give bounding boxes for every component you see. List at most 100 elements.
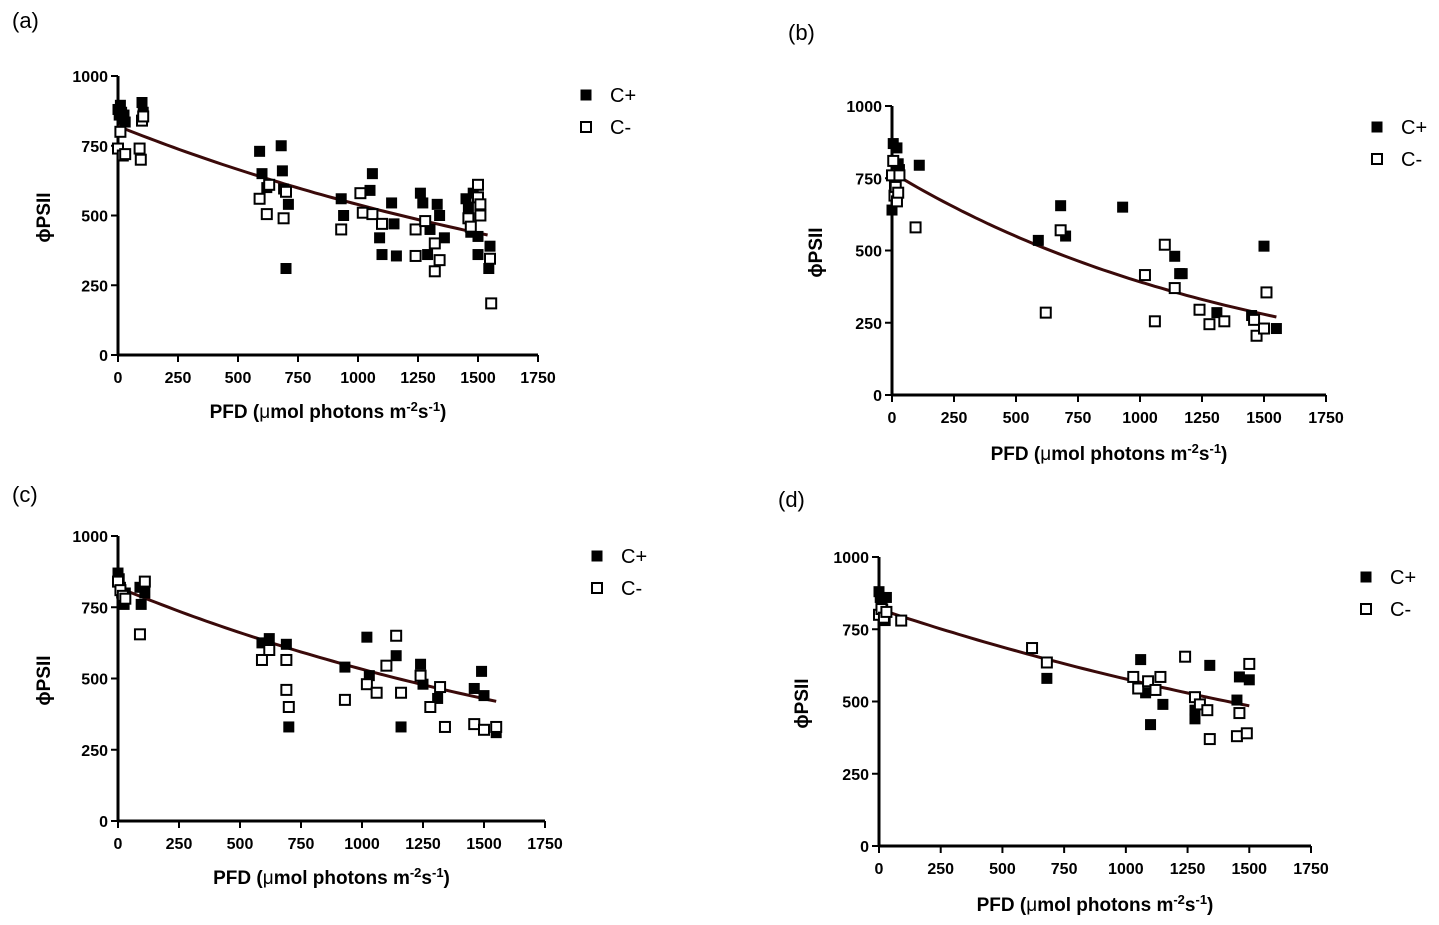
point-c-plus	[282, 198, 294, 210]
legend-marker-c-plus	[580, 89, 592, 101]
point-c-plus	[415, 658, 427, 670]
x-tick-label: 1000	[344, 836, 380, 853]
point-c-plus	[476, 665, 488, 677]
point-c-plus	[1204, 659, 1216, 671]
point-c-minus	[260, 208, 273, 221]
point-c-minus	[428, 237, 441, 250]
point-c-plus	[478, 690, 490, 702]
y-tick-label: 750	[855, 171, 882, 188]
panel-label-c: (c)	[12, 482, 38, 507]
point-c-minus	[119, 148, 132, 161]
x-tick-label: 1750	[1308, 410, 1344, 427]
x-tick-label: 750	[1065, 410, 1092, 427]
point-c-minus	[1138, 269, 1151, 282]
point-c-minus	[909, 221, 922, 234]
point-c-plus	[374, 232, 386, 244]
point-c-minus	[434, 681, 447, 694]
point-c-plus	[388, 218, 400, 230]
x-tick-label: 1250	[400, 370, 436, 387]
legend-marker-c-plus	[1371, 121, 1383, 133]
point-c-plus	[422, 249, 434, 261]
point-c-plus	[472, 249, 484, 261]
point-c-minus	[1193, 303, 1206, 316]
point-c-plus	[139, 587, 151, 599]
x-tick-label: 500	[989, 861, 1016, 878]
point-c-minus	[472, 178, 484, 191]
point-c-plus	[1055, 200, 1067, 212]
legend-marker-c-plus	[1360, 571, 1372, 583]
legend-marker-c-minus	[1360, 603, 1372, 615]
x-tick-label: 1500	[460, 370, 496, 387]
x-tick-label: 250	[166, 836, 193, 853]
point-c-plus	[390, 250, 402, 262]
legend-label: C-	[1390, 599, 1411, 621]
point-c-plus	[135, 598, 147, 610]
point-c-minus	[1040, 656, 1053, 669]
y-tick-label: 250	[81, 743, 108, 760]
x-tick-label: 250	[927, 861, 954, 878]
legend-label: C+	[621, 546, 647, 568]
x-tick-label: 1250	[405, 836, 441, 853]
x-tick-label: 750	[285, 370, 312, 387]
point-c-minus	[395, 686, 408, 699]
point-c-plus	[366, 168, 378, 180]
point-c-plus	[1032, 234, 1044, 246]
point-c-plus	[361, 631, 373, 643]
point-c-minus	[464, 220, 477, 233]
point-c-minus	[1258, 322, 1270, 335]
point-c-minus	[1243, 657, 1256, 670]
legend-label: C+	[610, 85, 636, 107]
x-tick-label: 1750	[520, 370, 556, 387]
x-tick-label: 0	[114, 836, 123, 853]
point-c-minus	[380, 659, 393, 672]
x-tick-label: 250	[165, 370, 192, 387]
point-c-plus	[1135, 654, 1147, 666]
y-tick-label: 250	[81, 278, 108, 295]
point-c-minus	[1168, 282, 1181, 295]
point-c-minus	[1148, 315, 1161, 328]
point-c-minus	[366, 208, 379, 221]
point-c-plus	[1270, 323, 1282, 335]
panel-label-b: (b)	[788, 20, 815, 45]
x-axis-label: PFD (μmol photons m-2s-1)	[210, 399, 447, 424]
legend-marker-c-plus	[591, 550, 603, 562]
point-c-plus	[339, 661, 351, 673]
x-tick-label: 1750	[1293, 861, 1329, 878]
x-tick-label: 1000	[340, 370, 376, 387]
point-c-minus	[1132, 682, 1145, 695]
y-tick-label: 750	[842, 622, 869, 639]
y-tick-label: 250	[855, 316, 882, 333]
point-c-minus	[1039, 306, 1052, 319]
point-c-plus	[1258, 240, 1270, 252]
point-c-minus	[280, 653, 293, 666]
point-c-minus	[1218, 315, 1231, 328]
point-c-plus	[1145, 719, 1157, 731]
y-axis-label: ϕPSII	[806, 227, 827, 277]
point-c-minus	[438, 720, 451, 733]
x-axis-label: PFD (μmol photons m-2s-1)	[213, 865, 450, 890]
point-c-plus	[431, 198, 443, 210]
point-c-minus	[893, 169, 906, 182]
y-axis-label: ϕPSII	[34, 655, 55, 705]
point-c-minus	[133, 628, 146, 641]
point-c-plus	[417, 197, 429, 209]
y-tick-label: 500	[81, 672, 108, 689]
point-c-plus	[1117, 201, 1129, 213]
y-tick-label: 0	[99, 348, 108, 365]
y-tick-label: 1000	[846, 99, 882, 116]
point-c-plus	[376, 249, 388, 261]
point-c-minus	[376, 217, 388, 230]
point-c-minus	[419, 215, 432, 228]
point-c-minus	[490, 720, 503, 733]
point-c-minus	[1233, 707, 1246, 720]
x-tick-label: 0	[875, 861, 884, 878]
point-c-minus	[1158, 238, 1171, 251]
point-c-plus	[913, 159, 925, 171]
x-tick-label: 1500	[466, 836, 502, 853]
point-c-plus	[390, 650, 402, 662]
point-c-minus	[478, 723, 490, 736]
point-c-minus	[1127, 670, 1140, 683]
x-axis-label: PFD (μmol photons m-2s-1)	[977, 892, 1214, 917]
